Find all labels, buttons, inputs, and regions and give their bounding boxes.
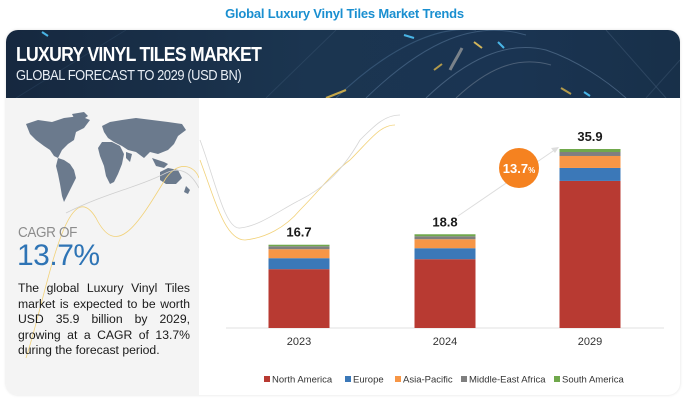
market-description: The global Luxury Vinyl Tiles market is … — [18, 281, 190, 358]
cagr-badge-circle — [499, 148, 539, 188]
legend-item-middle-east-africa: Middle-East Africa — [461, 375, 546, 386]
legend-item-north-america: North America — [264, 375, 333, 386]
bar-segment-middle-east-africa-2029 — [559, 151, 621, 156]
bar-segment-asia-pacific-2023 — [268, 249, 330, 259]
cagr-badge-text: 13.7% — [503, 161, 535, 176]
summary-panel: CAGR OF 13.7% The global Luxury Vinyl Ti… — [6, 98, 199, 395]
bar-segment-south-america-2029 — [559, 149, 621, 152]
decorative-curve-gray — [199, 114, 401, 229]
bar-segment-middle-east-africa-2024 — [414, 236, 476, 240]
bar-segment-north-america-2024 — [414, 259, 476, 328]
banner-title: LUXURY VINYL TILES MARKET — [16, 44, 262, 66]
total-label-2024: 18.8 — [432, 214, 457, 229]
legend-label: Europe — [353, 375, 384, 386]
legend-label: South America — [562, 375, 624, 386]
cagr-badge-suffix: % — [528, 166, 535, 175]
legend-label: Asia-Pacific — [403, 375, 453, 386]
legend-item-asia-pacific: Asia-Pacific — [395, 375, 453, 386]
cagr-label: CAGR OF — [18, 224, 77, 241]
legend-item-europe: Europe — [345, 375, 384, 386]
x-tick-label-2023: 2023 — [287, 336, 311, 348]
cagr-arrowhead — [551, 147, 559, 153]
header-banner: LUXURY VINYL TILES MARKET GLOBAL FORECAS… — [6, 30, 680, 98]
bar-group-2023: 16.7 2023 — [268, 225, 330, 348]
cagr-badge: 13.7% — [499, 148, 539, 188]
bar-group-2029: 35.9 2029 — [559, 129, 621, 348]
banner-subtitle: GLOBAL FORECAST TO 2029 (USD BN) — [16, 67, 242, 84]
legend-label: North America — [272, 375, 333, 386]
x-tick-label-2029: 2029 — [578, 336, 602, 348]
legend-item-south-america: South America — [554, 375, 624, 386]
decorative-curve-gold — [199, 124, 396, 241]
legend-swatch — [554, 376, 560, 382]
legend-swatch — [461, 376, 467, 382]
bar-segment-europe-2024 — [414, 248, 476, 260]
bar-segment-north-america-2023 — [268, 269, 330, 328]
cagr-value: 13.7% — [17, 239, 100, 272]
bar-segment-south-america-2023 — [268, 244, 330, 247]
bar-segment-asia-pacific-2024 — [414, 239, 476, 249]
bar-segment-asia-pacific-2029 — [559, 155, 621, 168]
x-tick-label-2024: 2024 — [433, 336, 457, 348]
world-map-icon — [26, 112, 190, 202]
banner-light-trails — [15, 30, 680, 98]
legend-swatch — [264, 376, 270, 382]
cagr-badge-value: 13.7 — [503, 161, 528, 176]
legend-swatch — [395, 376, 401, 382]
legend-label: Middle-East Africa — [469, 375, 546, 386]
total-label-2023: 16.7 — [286, 225, 311, 240]
bar-segment-south-america-2024 — [414, 234, 476, 237]
bar-segment-europe-2029 — [559, 167, 621, 181]
page-title: Global Luxury Vinyl Tiles Market Trends — [225, 6, 464, 21]
total-label-2029: 35.9 — [577, 129, 602, 144]
bar-group-2024: 18.8 2024 — [414, 214, 476, 348]
bar-segment-europe-2023 — [268, 258, 330, 270]
decorative-curves — [25, 166, 199, 359]
bar-segment-middle-east-africa-2023 — [268, 246, 330, 250]
legend-swatch — [345, 376, 351, 382]
bar-segment-north-america-2029 — [559, 180, 621, 328]
